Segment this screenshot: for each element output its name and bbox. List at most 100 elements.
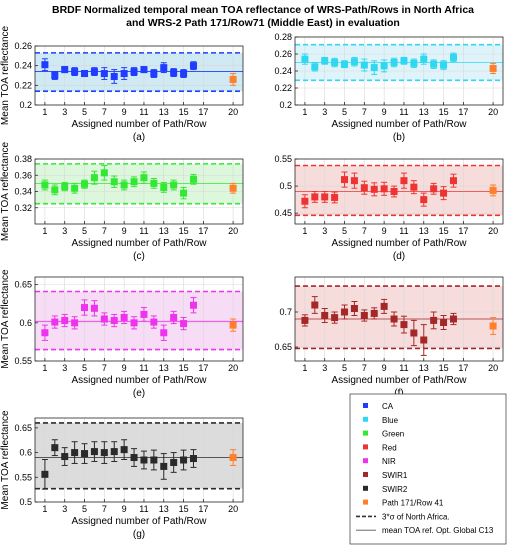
x-tick-label: 15 (179, 226, 189, 236)
y-tick-label: 0.45 (274, 208, 292, 218)
marker (51, 444, 59, 452)
marker (71, 184, 79, 192)
x-tick-label: 5 (82, 504, 87, 514)
axes-frame (34, 45, 244, 106)
marker (380, 62, 388, 70)
data-point (321, 191, 329, 203)
x-tick-label: 11 (139, 363, 148, 373)
data-point (130, 448, 138, 467)
data-point (41, 324, 49, 341)
x-tick-label: 3 (322, 107, 327, 117)
marker (370, 64, 378, 72)
data-point (420, 53, 428, 65)
legend-label: mean TOA ref. Opt. Global C13 (382, 526, 494, 535)
data-point (370, 182, 378, 197)
data-point (380, 59, 388, 73)
panel-tag: (a) (133, 132, 145, 143)
y-tick-label: 0.32 (14, 203, 32, 213)
data-point (81, 299, 89, 316)
y-tick-label: 0.38 (14, 154, 32, 164)
x-tick-label: 15 (439, 226, 449, 236)
x-axis-label: Assigned number of Path/Row (71, 119, 207, 130)
data-point (100, 312, 108, 326)
x-tick-label: 5 (342, 226, 347, 236)
y-tick-label: 0.26 (274, 49, 292, 59)
marker (140, 66, 148, 74)
data-point (390, 57, 398, 68)
y-tick-label: 0.65 (14, 423, 32, 433)
marker (301, 55, 309, 63)
data-point (430, 59, 438, 69)
marker (311, 193, 319, 201)
legend-label: 3*σ of North Africa. (382, 512, 450, 521)
data-point (311, 296, 319, 314)
data-point (130, 316, 138, 330)
x-tick-label: 11 (139, 226, 148, 236)
marker (71, 68, 79, 76)
y-axis-label: Mean TOA reflectance (0, 142, 11, 242)
data-point (229, 182, 237, 194)
y-tick-label: 0.5 (279, 181, 292, 191)
data-point (41, 179, 49, 191)
data-point (301, 194, 309, 209)
marker (150, 179, 158, 187)
marker (41, 181, 49, 189)
data-point (120, 310, 128, 325)
marker (410, 59, 418, 67)
data-point (360, 309, 368, 322)
legend-marker (363, 430, 368, 436)
marker (180, 189, 188, 197)
data-point (41, 58, 49, 72)
marker (189, 175, 197, 183)
x-axis-label: Assigned number of Path/Row (331, 375, 467, 386)
panel-tag: (b) (393, 132, 405, 143)
data-point (390, 311, 398, 327)
marker (370, 309, 378, 317)
data-point (350, 56, 358, 67)
marker (130, 178, 138, 186)
legend-label: SWIR2 (382, 485, 408, 494)
x-tick-label: 7 (362, 226, 367, 236)
marker (160, 462, 168, 470)
data-point (100, 165, 108, 181)
marker (380, 302, 388, 310)
data-point (100, 441, 108, 464)
panel-tag: (e) (133, 388, 145, 399)
y-tick-label: 0.24 (14, 61, 32, 71)
data-point (51, 439, 59, 457)
x-tick-label: 17 (198, 107, 208, 117)
data-point (301, 314, 309, 327)
x-tick-label: 17 (198, 504, 208, 514)
panel-tag: (c) (133, 251, 145, 262)
marker (180, 456, 188, 464)
legend-marker (363, 458, 368, 464)
y-tick-label: 0.34 (14, 187, 32, 197)
sigma-band (295, 286, 503, 349)
y-tick-label: 0.22 (14, 80, 32, 90)
x-tick-label: 3 (62, 504, 67, 514)
marker (120, 313, 128, 321)
panel-tag: (d) (393, 251, 405, 262)
legend-label: Green (382, 430, 404, 439)
marker (390, 188, 398, 195)
data-point (400, 172, 408, 189)
marker (420, 55, 428, 63)
marker (110, 448, 118, 456)
data-point (160, 453, 168, 480)
marker (311, 301, 319, 309)
marker (449, 177, 457, 185)
marker (170, 181, 178, 189)
data-point (229, 449, 237, 466)
y-tick-label: 0.6 (19, 448, 32, 458)
x-tick-label: 9 (382, 363, 387, 373)
marker (400, 177, 408, 185)
chart-title-line2: and WRS-2 Path 171/Row71 (Middle East) i… (126, 17, 400, 29)
marker (321, 193, 329, 201)
marker (350, 305, 358, 312)
legend-marker (363, 472, 368, 477)
marker (110, 317, 118, 325)
x-tick-label: 9 (122, 504, 127, 514)
legend-item: SWIR2 (363, 485, 408, 494)
data-point (71, 67, 79, 76)
